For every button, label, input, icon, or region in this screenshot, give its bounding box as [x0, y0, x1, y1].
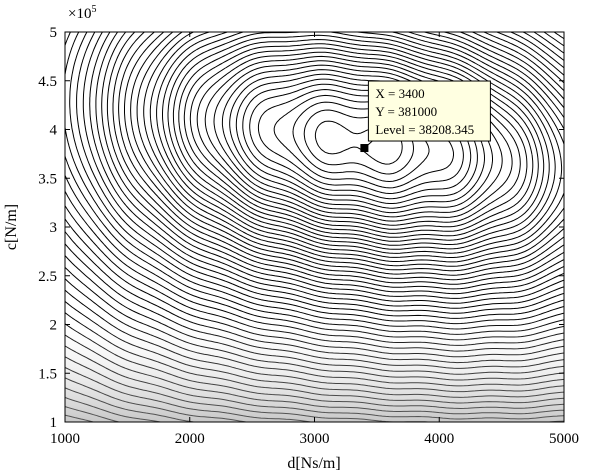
y-tick-label: 3.5	[38, 171, 57, 187]
y-tick-label: 5	[50, 25, 58, 41]
y-tick-label: 2	[50, 318, 58, 334]
x-axis-label: d[Ns/m]	[287, 455, 340, 472]
x-tick-label: 5000	[549, 431, 579, 447]
datatip-level-text: Level = 38208.345	[375, 122, 474, 137]
y-tick-label: 4.5	[38, 74, 57, 90]
y-tick-label: 4	[50, 123, 58, 139]
x-tick-label: 2000	[175, 431, 205, 447]
axis-ticks: 1000 2000 3000 4000 5000 1 1.5 2 2.5 3 3.5 4 4.5 5	[38, 25, 579, 447]
x-tick-label: 1000	[50, 431, 80, 447]
y-tick-label: 1	[50, 415, 58, 431]
datatip-box	[367, 80, 491, 142]
y-tick-label: 2.5	[38, 269, 57, 285]
datatip-x-text: X = 3400	[375, 86, 424, 101]
x-tick-label: 4000	[424, 431, 454, 447]
data-marker[interactable]	[360, 144, 369, 153]
x-tick-label: 3000	[300, 431, 330, 447]
y-exponent-label: ×105	[68, 4, 96, 22]
datatip[interactable]: X = 3400 Y = 381000 Level = 38208.345	[367, 80, 491, 142]
y-exponent-power: 5	[91, 4, 96, 15]
datatip-y-text: Y = 381000	[375, 104, 437, 119]
y-axis-label: c[N/m]	[3, 204, 20, 250]
y-tick-label: 3	[50, 220, 58, 236]
y-tick-label: 1.5	[38, 366, 57, 382]
